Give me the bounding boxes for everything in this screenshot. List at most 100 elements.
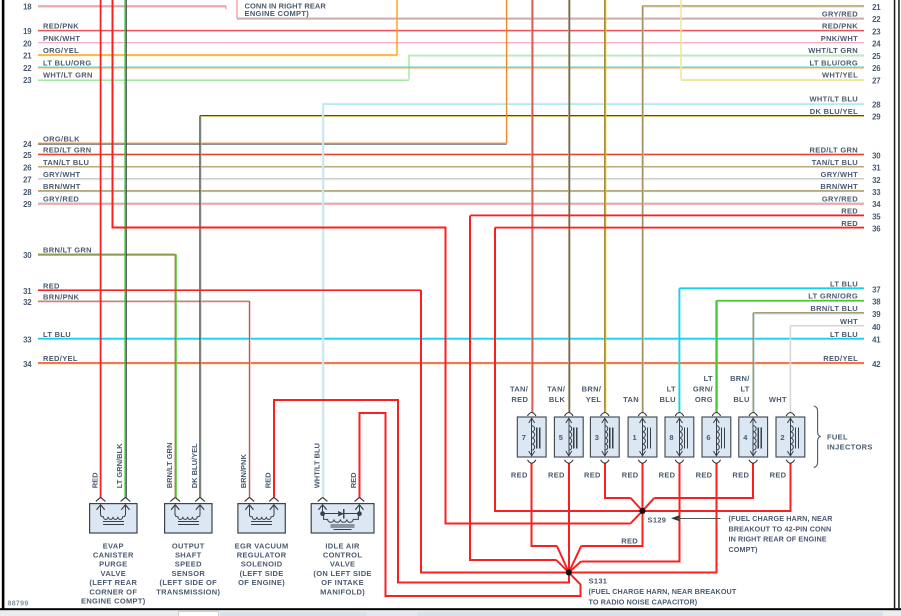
svg-text:GRY/RED: GRY/RED (43, 194, 79, 203)
svg-text:25: 25 (872, 52, 881, 61)
svg-text:34: 34 (23, 360, 32, 369)
svg-text:CONN IN RIGHT REAR: CONN IN RIGHT REAR (245, 2, 327, 11)
svg-text:6: 6 (706, 433, 711, 442)
svg-text:LT: LT (667, 385, 676, 394)
svg-text:RED: RED (584, 471, 601, 480)
svg-text:29: 29 (23, 200, 32, 209)
svg-text:REGULATOR: REGULATOR (237, 551, 287, 560)
svg-text:EVAP: EVAP (103, 541, 124, 550)
svg-text:28: 28 (872, 100, 881, 109)
svg-text:INJECTORS: INJECTORS (827, 443, 873, 452)
svg-text:21: 21 (23, 52, 32, 61)
svg-text:BRN/LT GRN: BRN/LT GRN (43, 245, 92, 254)
svg-text:40: 40 (872, 323, 881, 332)
svg-text:(FUEL CHARGE HARN, NEAR: (FUEL CHARGE HARN, NEAR (729, 514, 834, 523)
svg-text:OUTPUT: OUTPUT (172, 541, 205, 550)
svg-text:27: 27 (23, 176, 31, 185)
svg-text:(LEFT SIDE: (LEFT SIDE (240, 569, 284, 578)
svg-text:OF INTAKE: OF INTAKE (321, 578, 364, 587)
svg-text:BRN/LT GRN: BRN/LT GRN (165, 443, 174, 489)
svg-text:WHT/YEL: WHT/YEL (822, 71, 858, 80)
svg-text:OF ENGINE): OF ENGINE) (238, 578, 285, 587)
svg-text:DK BLU/YEL: DK BLU/YEL (810, 107, 858, 116)
svg-text:31: 31 (872, 164, 881, 173)
svg-text:2: 2 (780, 433, 785, 442)
svg-text:41: 41 (872, 336, 881, 345)
svg-text:ORG/BLK: ORG/BLK (43, 135, 80, 144)
svg-text:(FUEL CHARGE HARN, NEAR BREAKO: (FUEL CHARGE HARN, NEAR BREAKOUT (589, 587, 737, 596)
svg-text:TAN/LT BLU: TAN/LT BLU (43, 158, 89, 167)
svg-text:PNK/WHT: PNK/WHT (821, 34, 858, 43)
svg-text:EGR VACUUM: EGR VACUUM (235, 541, 289, 550)
svg-text:BRN/WHT: BRN/WHT (820, 182, 858, 191)
svg-text:BRN/: BRN/ (582, 385, 602, 394)
svg-text:CONTROL: CONTROL (323, 551, 362, 560)
svg-text:RED: RED (841, 219, 858, 228)
svg-text:RED: RED (770, 471, 787, 480)
svg-text:1: 1 (633, 433, 638, 442)
svg-text:34: 34 (872, 200, 881, 209)
svg-text:TO RADIO NOISE CAPACITOR): TO RADIO NOISE CAPACITOR) (589, 598, 698, 607)
svg-text:RED: RED (622, 471, 639, 480)
svg-text:88799: 88799 (8, 601, 29, 608)
svg-text:LT BLU: LT BLU (43, 330, 71, 339)
svg-text:TAN/: TAN/ (510, 385, 529, 394)
svg-text:LT BLU: LT BLU (830, 280, 858, 289)
svg-text:IDLE AIR: IDLE AIR (325, 541, 360, 550)
svg-text:24: 24 (872, 40, 881, 49)
svg-text:25: 25 (23, 151, 32, 160)
svg-text:RED: RED (511, 395, 528, 404)
svg-text:ENGINE COMPT): ENGINE COMPT) (81, 597, 146, 606)
svg-text:BRN/LT BLU: BRN/LT BLU (810, 304, 858, 313)
svg-text:BRN/WHT: BRN/WHT (43, 182, 81, 191)
svg-text:30: 30 (872, 151, 881, 160)
svg-text:BLK: BLK (549, 395, 566, 404)
svg-text:26: 26 (23, 163, 32, 172)
svg-text:(LEFT REAR: (LEFT REAR (89, 578, 137, 587)
svg-text:RED/LT GRN: RED/LT GRN (43, 146, 91, 155)
svg-text:SOLENOID: SOLENOID (241, 560, 283, 569)
svg-text:WHT/LT GRN: WHT/LT GRN (808, 46, 858, 55)
svg-text:BRN/PNK: BRN/PNK (43, 292, 80, 301)
svg-text:23: 23 (872, 27, 881, 36)
svg-text:CANISTER: CANISTER (93, 551, 134, 560)
svg-text:ORG/YEL: ORG/YEL (43, 46, 79, 55)
svg-text:LT BLU: LT BLU (830, 330, 858, 339)
svg-text:WHT: WHT (769, 395, 787, 404)
svg-text:LT: LT (740, 385, 749, 394)
svg-text:RED: RED (732, 471, 749, 480)
svg-text:38: 38 (872, 298, 881, 307)
svg-text:RED: RED (264, 472, 273, 488)
svg-text:LT: LT (704, 374, 713, 383)
svg-text:WHT/LT GRN: WHT/LT GRN (43, 71, 93, 80)
svg-text:32: 32 (872, 176, 881, 185)
svg-text:SENSOR: SENSOR (172, 569, 206, 578)
svg-text:GRN/: GRN/ (693, 385, 714, 394)
svg-text:RED: RED (841, 207, 858, 216)
svg-text:TAN/LT BLU: TAN/LT BLU (812, 158, 858, 167)
svg-text:YEL: YEL (586, 395, 602, 404)
svg-text:39: 39 (872, 310, 881, 319)
svg-text:CORNER OF: CORNER OF (89, 587, 137, 596)
svg-text:BLU: BLU (660, 395, 676, 404)
svg-text:36: 36 (872, 225, 881, 234)
svg-text:GRY/WHT: GRY/WHT (43, 170, 80, 179)
svg-text:TAN: TAN (623, 395, 639, 404)
svg-text:VALVE: VALVE (101, 569, 127, 578)
svg-text:RED: RED (548, 471, 565, 480)
svg-text:RED/PNK: RED/PNK (43, 22, 79, 31)
svg-text:4: 4 (743, 433, 748, 442)
svg-text:24: 24 (23, 140, 32, 149)
svg-text:WHT: WHT (840, 317, 858, 326)
svg-text:RED: RED (43, 281, 60, 290)
svg-text:8: 8 (669, 433, 674, 442)
svg-text:RED: RED (696, 471, 713, 480)
svg-text:37: 37 (872, 285, 880, 294)
svg-text:S129: S129 (648, 515, 667, 524)
svg-text:31: 31 (23, 287, 32, 296)
svg-text:RED: RED (511, 471, 528, 480)
svg-text:23: 23 (23, 76, 32, 85)
svg-text:RED/YEL: RED/YEL (43, 354, 78, 363)
svg-text:RED: RED (659, 471, 676, 480)
svg-text:21: 21 (872, 3, 881, 12)
